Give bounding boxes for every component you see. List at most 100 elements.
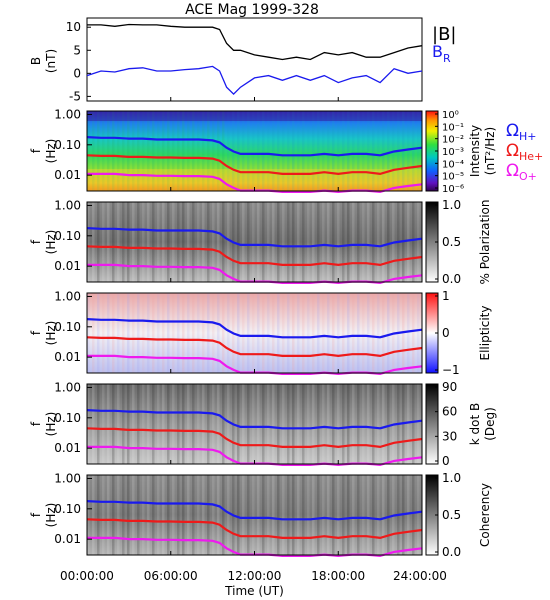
colorbar-tick-label: 0.5 [442,235,461,249]
gyro-legend: ΩH+ ΩHe+ ΩO+ [506,121,543,183]
spectrogram-image [87,202,422,282]
x-tick-2: 12:00:00 [228,569,282,583]
spectrogram-texture [87,475,420,555]
y-tick-label: 0 [73,66,81,80]
x-tick-0: 00:00:00 [60,569,114,583]
colorbar-tick-label: 0 [442,326,450,340]
gyro-line-he [86,154,423,176]
y-tick-label: 0.01 [54,168,81,182]
y-tick-label: 0.10 [54,229,81,243]
y-tick-label: 1.00 [54,198,81,212]
x-axis: 00:00:00 06:00:00 12:00:00 18:00:00 24:0… [60,569,447,598]
colorbar-label: k dot B [468,403,482,445]
y-axis-unit: (Hz) [44,412,58,437]
colorbar-tick-label: 10⁻¹ [442,122,464,133]
legend-omega-o: ΩO+ [506,161,537,183]
colorbar-label: Ellipticity [478,306,492,361]
colorbar-label: % Polarization [478,200,492,285]
spectrogram-image [87,293,422,373]
colorbar-tick-label: 10⁻⁵ [442,172,464,183]
spectrogram-texture [87,293,420,373]
series-line-b-r [86,65,423,96]
gyro-line-he [86,336,423,358]
y-tick-label: 0.01 [54,259,81,273]
high-frequency-band [87,111,422,121]
spectrogram-image [87,475,422,555]
y-tick-label: 1.00 [54,380,81,394]
colorbar-tick-label: 10⁻³ [442,147,464,158]
colorbar-tick-label: 0.5 [442,508,461,522]
gyro-line-he [86,427,423,449]
spectrogram-texture [87,384,420,464]
colorbar-tick-label: 90 [442,380,457,394]
y-axis-label: B [29,57,43,65]
colorbar-tick-label: 1.0 [442,471,461,485]
y-tick-labels: 10 5 0 -5 [66,20,91,103]
gyro-line-h [86,409,423,430]
colorbar-tick-label: 60 [442,405,457,419]
colorbar-tick-label: 30 [442,429,457,443]
y-axis-unit: (Hz) [44,321,58,346]
panel-frame [86,17,423,102]
panel-coherency: 1.00 0.10 0.01 f (Hz) 1.0 0.5 0.0 Coherency [29,471,492,559]
gyro-line-h [86,318,423,339]
panel-ellipticity: 1.00 0.10 0.01 f (Hz) 1 0 −1 Ellipticity [29,289,492,377]
y-axis-unit: (Hz) [44,139,58,164]
legend-b-r-main: B [432,42,443,61]
gyro-line-he [86,518,423,540]
legend-b-total: |B| [432,24,456,45]
panel-kdotb: 1.00 0.10 0.01 f (Hz) 90 60 30 0 k dot B (Deg) [29,380,497,468]
y-tick-label: 5 [73,43,81,57]
legend-omega-o-sub: O+ [519,170,537,183]
y-axis-label: f [29,330,43,335]
spectrogram-texture [87,202,420,282]
colorbar-tick-label: 0 [442,454,450,468]
y-tick-label: 1.00 [54,289,81,303]
colorbar-label: Intensity [468,125,482,177]
legend-omega-h-sym: Ω [506,121,519,141]
y-axis-unit: (Hz) [44,230,58,255]
colorbar-tick-label: 1.0 [442,198,461,212]
legend-b-r: BR [432,42,451,65]
y-tick-label: 0.10 [54,502,81,516]
colorbar-label: Coherency [478,483,492,547]
series-lines [86,23,423,101]
gyro-line-h [86,500,423,521]
chart-title: ACE Mag 1999-328 [185,2,319,18]
y-tick-label: 1.00 [54,471,81,485]
colorbar-tick-label: 10⁻⁶ [442,184,464,195]
panel-polarization: 1.00 0.10 0.01 f (Hz) 1.0 0.5 0.0 % Polarization [29,198,492,286]
y-tick-label: -5 [69,89,81,103]
colorbar-unit: (Deg) [483,407,497,441]
y-tick-label: 0.10 [54,320,81,334]
gyro-line-h [86,136,423,157]
y-axis-label: f [29,148,43,153]
spectrogram-image [87,384,422,464]
colorbar-tick-label: 0.0 [442,545,461,559]
y-tick-label: 10 [66,20,81,34]
frequency-panels: 1.000.100.01f (Hz)10⁰10⁻¹10⁻²10⁻³10⁻⁴10⁻⁵… [29,107,497,559]
y-axis-label: f [29,421,43,426]
legend-omega-he-sub: He+ [519,150,543,163]
legend-omega-h-sub: H+ [519,130,537,143]
gyro-line-he [86,245,423,267]
colorbar-tick-label: 0.0 [442,272,461,286]
colorbar-tick-label: 10⁻² [442,135,464,146]
spectrogram-image [87,111,422,191]
y-tick-label: 0.01 [54,532,81,546]
legend-omega-o-sym: Ω [506,161,519,181]
y-axis-label: f [29,512,43,517]
legend-omega-h: ΩH+ [506,121,537,143]
x-axis-label: Time (UT) [224,584,284,598]
x-tick-1: 06:00:00 [144,569,198,583]
x-tick-3: 18:00:00 [311,569,365,583]
colorbar-tick-label: 10⁻⁴ [442,159,464,170]
legend-omega-he-sym: Ω [506,141,519,161]
x-tick-4: 24:00:00 [393,569,447,583]
series-line-b-total [87,23,423,61]
y-tick-label: 0.10 [54,138,81,152]
legend-omega-he: ΩHe+ [506,141,543,163]
